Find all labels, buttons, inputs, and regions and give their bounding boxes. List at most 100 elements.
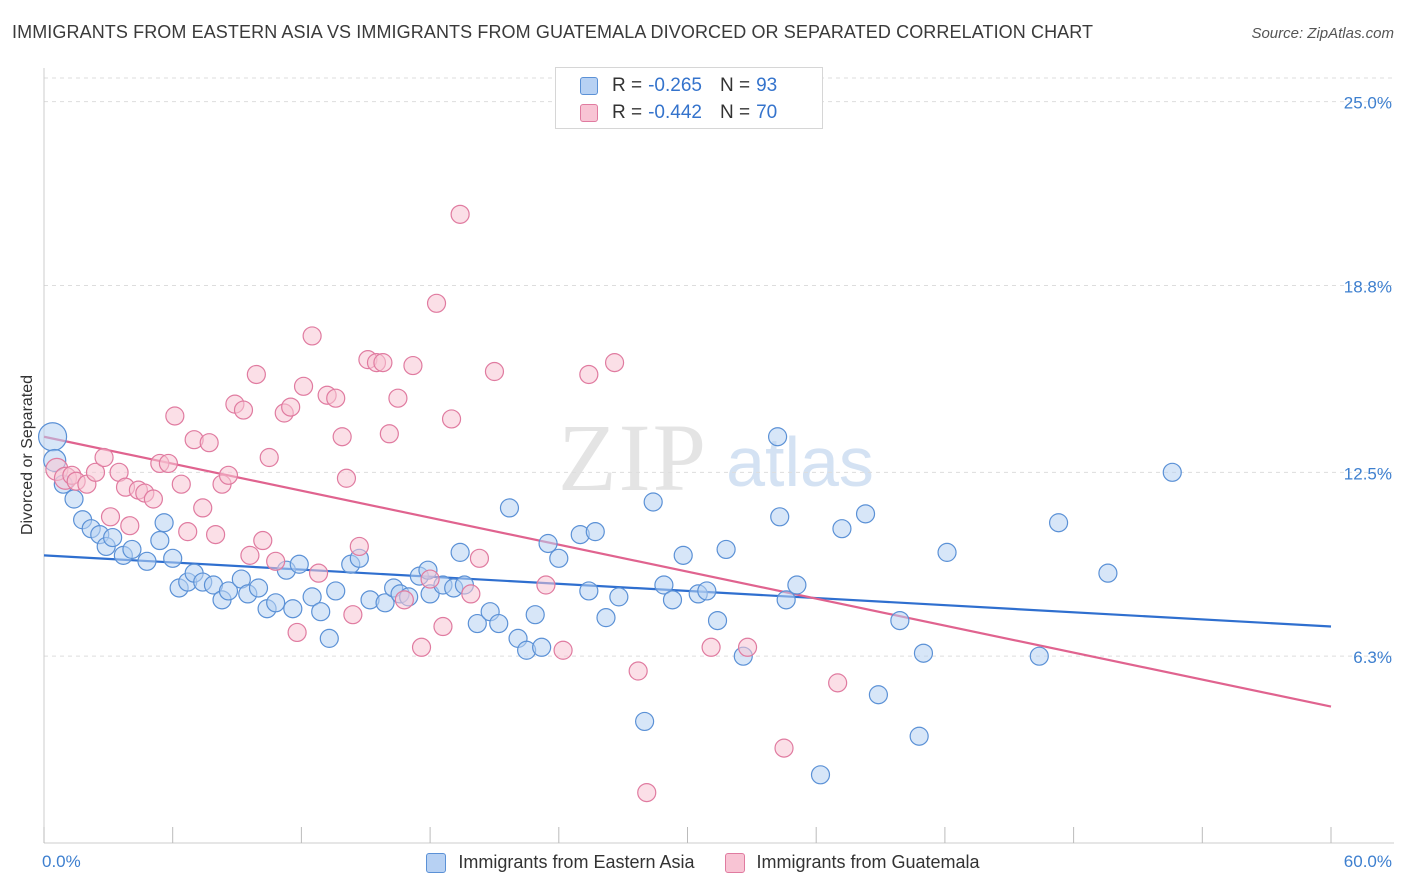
eastern-asia-point <box>289 554 309 574</box>
eastern-asia-point <box>319 628 339 648</box>
eastern-asia-point <box>64 489 84 509</box>
guatemala-point <box>246 364 266 385</box>
stats-legend: R = -0.265 N = 93 R = -0.442 N = 70 <box>555 67 823 129</box>
eastern-asia-point <box>122 539 142 560</box>
guatemala-point <box>281 397 301 417</box>
legend-item-guatemala[interactable]: Immigrants from Guatemala <box>724 852 980 873</box>
r-label: R = <box>612 102 643 123</box>
eastern-asia-point <box>787 575 807 595</box>
watermark: ZIP atlas <box>558 404 874 511</box>
guatemala-point <box>287 622 307 643</box>
eastern-asia-point <box>326 581 346 601</box>
guatemala-point <box>349 536 369 557</box>
eastern-asia-point <box>770 507 790 527</box>
legend-label-eastern-asia: Immigrants from Eastern Asia <box>458 852 695 872</box>
eastern-asia-point <box>662 590 683 610</box>
guatemala-point <box>828 673 848 693</box>
guatemala-point <box>701 637 721 657</box>
guatemala-point <box>637 782 657 803</box>
eastern-asia-point <box>549 548 569 568</box>
guatemala-point <box>379 424 399 444</box>
y-tick-label: 18.8% <box>1344 278 1392 297</box>
y-tick-label: 25.0% <box>1344 94 1392 113</box>
eastern-asia-point <box>283 599 303 619</box>
guatemala-point <box>171 474 191 494</box>
eastern-asia-point <box>937 542 957 562</box>
guatemala-point <box>469 548 490 568</box>
stats-row-eastern-asia: R = -0.265 N = 93 <box>580 74 777 98</box>
eastern-asia-point <box>1098 563 1118 583</box>
r-value: -0.265 <box>648 75 702 96</box>
guatemala-point <box>259 447 279 468</box>
guatemala-point <box>293 376 314 396</box>
eastern-asia-point <box>868 685 889 705</box>
eastern-asia-point <box>1048 513 1069 533</box>
guatemala-point <box>85 462 106 482</box>
guatemala-point <box>388 388 408 408</box>
guatemala-point <box>484 361 505 382</box>
eastern-asia-point <box>103 527 123 548</box>
guatemala-trend-line <box>43 435 1332 708</box>
series-legend: Immigrants from Eastern Asia Immigrants … <box>0 852 1406 873</box>
x-tick-max: 60.0% <box>1343 852 1392 871</box>
guatemala-point <box>426 293 447 313</box>
eastern-asia-point <box>634 711 655 732</box>
guatemala-point <box>774 738 794 758</box>
guatemala-point <box>403 355 423 376</box>
eastern-asia-point <box>810 765 831 785</box>
eastern-asia-point <box>302 587 322 607</box>
eastern-asia-point <box>596 608 616 628</box>
guatemala-point <box>536 575 556 595</box>
guatemala-point <box>253 530 273 551</box>
guatemala-point <box>178 522 198 542</box>
eastern-asia-point <box>154 513 174 533</box>
eastern-asia-point <box>776 590 796 610</box>
eastern-asia-trend-line <box>43 554 1332 628</box>
eastern-asia-point <box>1029 646 1049 666</box>
guatemala-point <box>604 353 625 373</box>
legend-label-guatemala: Immigrants from Guatemala <box>756 852 980 872</box>
eastern-asia-point <box>767 427 788 447</box>
eastern-asia-point <box>150 530 170 551</box>
guatemala-point <box>433 616 453 637</box>
eastern-asia-point <box>890 610 910 631</box>
guatemala-point <box>326 388 346 408</box>
watermark-atlas: atlas <box>726 423 874 501</box>
guatemala-point <box>94 447 114 468</box>
eastern-asia-point <box>716 539 736 560</box>
guatemala-point <box>394 590 414 610</box>
eastern-asia-point <box>585 522 605 542</box>
y-tick-label: 12.5% <box>1344 464 1392 483</box>
guatemala-point <box>579 364 599 385</box>
guatemala-point <box>218 465 239 485</box>
eastern-asia-point <box>532 637 552 657</box>
eastern-asia-point <box>654 575 674 595</box>
eastern-asia-swatch <box>580 77 598 95</box>
eastern-asia-point <box>37 422 68 452</box>
eastern-asia-point <box>266 593 286 613</box>
guatemala-point <box>143 489 163 509</box>
eastern-asia-point <box>450 542 470 562</box>
eastern-asia-point <box>525 605 545 625</box>
eastern-asia-legend-swatch <box>426 852 447 873</box>
chart-title: IMMIGRANTS FROM EASTERN ASIA VS IMMIGRAN… <box>12 22 1094 42</box>
guatemala-point <box>206 524 226 545</box>
guatemala-point <box>553 640 573 660</box>
guatemala-point <box>302 326 322 346</box>
eastern-asia-point <box>218 581 239 601</box>
eastern-asia-point <box>697 581 717 601</box>
r-label: R = <box>612 75 643 96</box>
guatemala-point <box>336 468 357 488</box>
guatemala-point <box>373 353 393 373</box>
stats-row-guatemala: R = -0.442 N = 70 <box>580 101 777 125</box>
guatemala-point <box>332 427 352 447</box>
guatemala-point <box>193 498 213 518</box>
guatemala-legend-swatch <box>724 852 745 873</box>
eastern-asia-point <box>311 602 331 622</box>
n-value: 93 <box>756 75 778 96</box>
legend-item-eastern-asia[interactable]: Immigrants from Eastern Asia <box>426 852 695 873</box>
r-value: -0.442 <box>648 102 702 123</box>
guatemala-point <box>420 569 440 589</box>
eastern-asia-point <box>163 548 183 568</box>
guatemala-point <box>737 637 758 657</box>
